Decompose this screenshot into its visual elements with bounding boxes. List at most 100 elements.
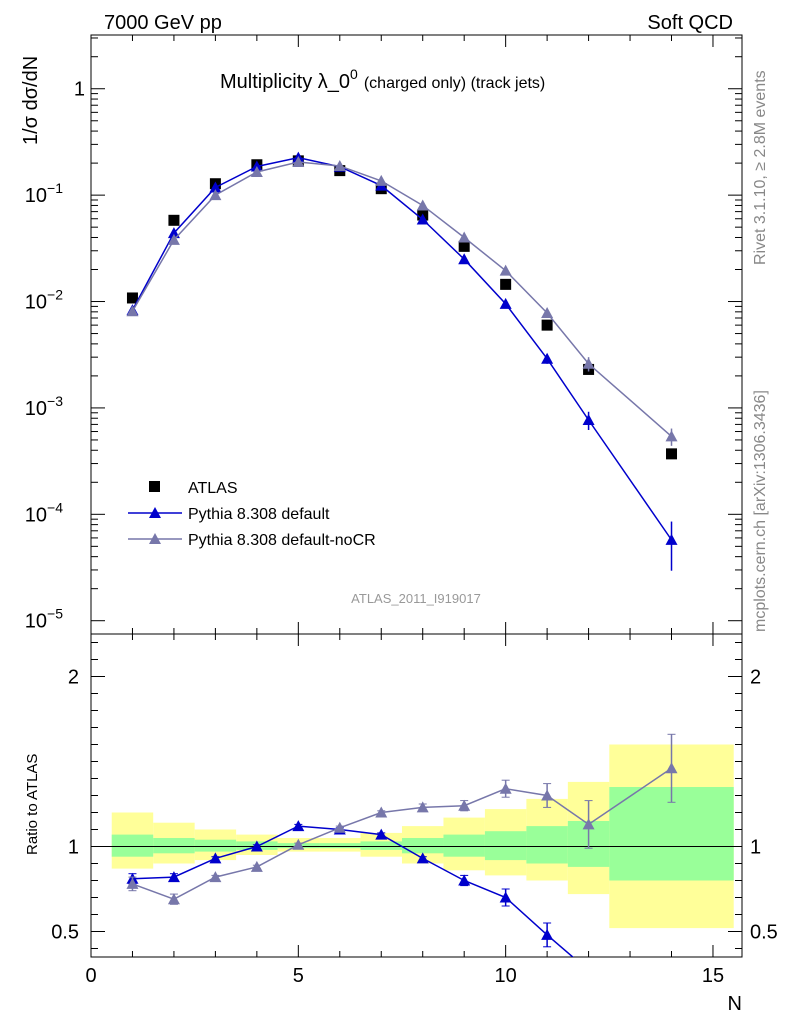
data-point bbox=[167, 227, 180, 239]
ratio-y-tick-label-right: 0.5 bbox=[750, 922, 778, 944]
legend-entry: Pythia 8.308 default-noCR bbox=[128, 532, 376, 549]
legend-entry: Pythia 8.308 default bbox=[128, 506, 330, 523]
y-tick-label: 1 bbox=[74, 79, 85, 101]
title-sup: 0 bbox=[350, 66, 358, 82]
ratio-y-tick-label: 1 bbox=[68, 837, 79, 859]
ratio-y-tick-label: 2 bbox=[68, 667, 79, 689]
stat-band bbox=[194, 839, 237, 852]
stat-band bbox=[484, 831, 527, 861]
stat-band bbox=[111, 834, 154, 857]
main-ylabel: 1/σ dσ/dN bbox=[20, 56, 42, 145]
data-point bbox=[167, 233, 180, 245]
category-label: Soft QCD bbox=[647, 12, 733, 34]
ratio-y-tick-label: 0.5 bbox=[51, 922, 79, 944]
data-point bbox=[333, 159, 346, 171]
data-point bbox=[168, 214, 180, 226]
legend-marker bbox=[149, 507, 161, 518]
data-point bbox=[250, 165, 263, 177]
data-point bbox=[209, 181, 222, 193]
data-point bbox=[458, 240, 470, 252]
ratio-point bbox=[375, 828, 388, 840]
legend-label: Pythia 8.308 default bbox=[188, 506, 330, 523]
data-point bbox=[541, 319, 553, 331]
data-point bbox=[582, 413, 595, 425]
ratio-point bbox=[458, 874, 471, 886]
legend-marker bbox=[149, 533, 161, 544]
stat-band bbox=[443, 834, 485, 857]
stat-band bbox=[401, 838, 444, 854]
y-tick-label: 10−1 bbox=[25, 180, 63, 207]
main-series bbox=[126, 155, 678, 446]
ratio-point bbox=[126, 877, 139, 889]
ratio-point bbox=[250, 860, 263, 872]
ratio-point bbox=[209, 852, 222, 864]
y-tick-label: 10−4 bbox=[25, 499, 63, 526]
y-tick-label: 10−3 bbox=[25, 393, 63, 420]
data-series bbox=[126, 151, 678, 996]
ratio-point bbox=[209, 871, 222, 883]
title-main: Multiplicity λ_0 bbox=[220, 71, 350, 93]
data-point bbox=[458, 231, 471, 243]
analysis-label: ATLAS_2011_I919017 bbox=[351, 591, 481, 606]
data-point bbox=[499, 264, 512, 276]
data-point bbox=[126, 305, 139, 317]
data-point bbox=[416, 199, 429, 211]
legend-entry: ATLAS bbox=[149, 480, 238, 497]
ratio-series bbox=[126, 733, 678, 905]
ratio-point bbox=[416, 852, 429, 864]
data-point bbox=[665, 533, 678, 545]
x-tick-label: 0 bbox=[85, 965, 96, 987]
energy-label: 7000 GeV pp bbox=[104, 12, 222, 34]
ratio-point bbox=[541, 789, 554, 801]
data-point bbox=[666, 448, 678, 460]
ratio-point bbox=[665, 762, 678, 774]
ratio-point bbox=[250, 840, 263, 852]
chart-title: Multiplicity λ_00 (charged only) (track j… bbox=[220, 66, 545, 93]
legend-label: ATLAS bbox=[188, 480, 238, 497]
data-point bbox=[541, 352, 554, 364]
ratio-point bbox=[499, 891, 512, 903]
data-point bbox=[458, 253, 471, 265]
ratio-point bbox=[666, 985, 678, 996]
ratio-y-tick-label-right: 1 bbox=[750, 837, 761, 859]
y-tick-label: 10−2 bbox=[25, 287, 63, 314]
stat-band bbox=[526, 826, 568, 864]
y-tick-label: 10−5 bbox=[25, 606, 63, 633]
uncertainty-bands bbox=[111, 744, 734, 929]
stat-band bbox=[319, 843, 361, 849]
x-axis-title: N bbox=[728, 993, 742, 1015]
legend: ATLAS Pythia 8.308 default Pythia 8.308 de… bbox=[128, 480, 376, 549]
data-point bbox=[416, 213, 429, 225]
legend-marker bbox=[149, 481, 160, 492]
ratio-ylabel: Ratio to ATLAS bbox=[24, 754, 41, 855]
ratio-point bbox=[582, 818, 595, 830]
ratio-point bbox=[333, 821, 346, 833]
ratio-point bbox=[292, 838, 305, 850]
ratio-point bbox=[541, 928, 554, 940]
ratio-point bbox=[499, 782, 512, 794]
ratio-point bbox=[292, 820, 305, 832]
legend-label: Pythia 8.308 default-noCR bbox=[188, 532, 376, 549]
data-point bbox=[582, 357, 595, 369]
stat-band bbox=[360, 841, 402, 850]
data-point bbox=[126, 292, 138, 304]
rivet-label: Rivet 3.1.10, ≥ 2.8M events bbox=[752, 70, 769, 265]
x-tick-label: 15 bbox=[702, 965, 724, 987]
x-tick-label: 5 bbox=[293, 965, 304, 987]
ratio-point bbox=[167, 871, 180, 883]
data-point bbox=[665, 430, 678, 442]
stat-band bbox=[153, 838, 195, 854]
ratio-point bbox=[458, 799, 471, 811]
x-tick-label: 10 bbox=[495, 965, 517, 987]
data-point bbox=[250, 160, 263, 172]
ratio-y-tick-label-right: 2 bbox=[750, 667, 761, 689]
ratio-point bbox=[375, 806, 388, 818]
ratio-point bbox=[583, 965, 595, 976]
title-rest: (charged only) (track jets) bbox=[364, 75, 545, 92]
data-point bbox=[500, 278, 512, 290]
data-point bbox=[541, 307, 554, 319]
data-point bbox=[499, 297, 512, 309]
data-point bbox=[375, 174, 388, 186]
data-point bbox=[292, 155, 305, 167]
